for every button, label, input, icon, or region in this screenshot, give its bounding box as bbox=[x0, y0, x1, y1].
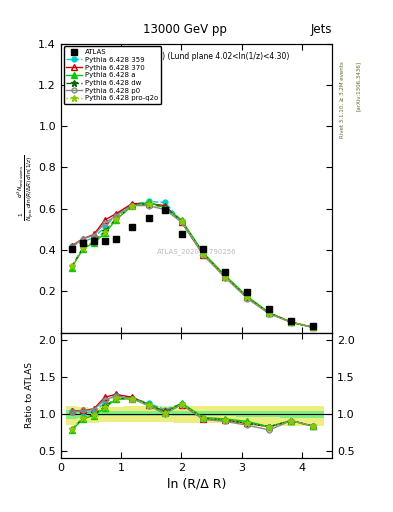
Y-axis label: Ratio to ATLAS: Ratio to ATLAS bbox=[25, 362, 34, 429]
Text: ln(R/Δ R) (Lund plane 4.02<ln(1/z)<4.30): ln(R/Δ R) (Lund plane 4.02<ln(1/z)<4.30) bbox=[131, 52, 289, 61]
Text: [arXiv:1306.3436]: [arXiv:1306.3436] bbox=[356, 61, 361, 112]
Text: ATLAS_2020_I1790256: ATLAS_2020_I1790256 bbox=[157, 248, 236, 255]
Text: 13000 GeV pp: 13000 GeV pp bbox=[143, 23, 227, 36]
Y-axis label: $\frac{1}{N_{\mathsf{jets}}}\frac{d^2N_{\mathsf{emissions}}}{d\ln(R/\Delta R)\,d: $\frac{1}{N_{\mathsf{jets}}}\frac{d^2N_{… bbox=[15, 155, 35, 221]
X-axis label: ln (R/Δ R): ln (R/Δ R) bbox=[167, 477, 226, 490]
Text: Rivet 3.1.10, ≥ 3.2M events: Rivet 3.1.10, ≥ 3.2M events bbox=[340, 61, 345, 138]
Text: Jets: Jets bbox=[310, 23, 332, 36]
Legend: ATLAS, Pythia 6.428 359, Pythia 6.428 370, Pythia 6.428 a, Pythia 6.428 dw, Pyth: ATLAS, Pythia 6.428 359, Pythia 6.428 37… bbox=[64, 46, 161, 104]
